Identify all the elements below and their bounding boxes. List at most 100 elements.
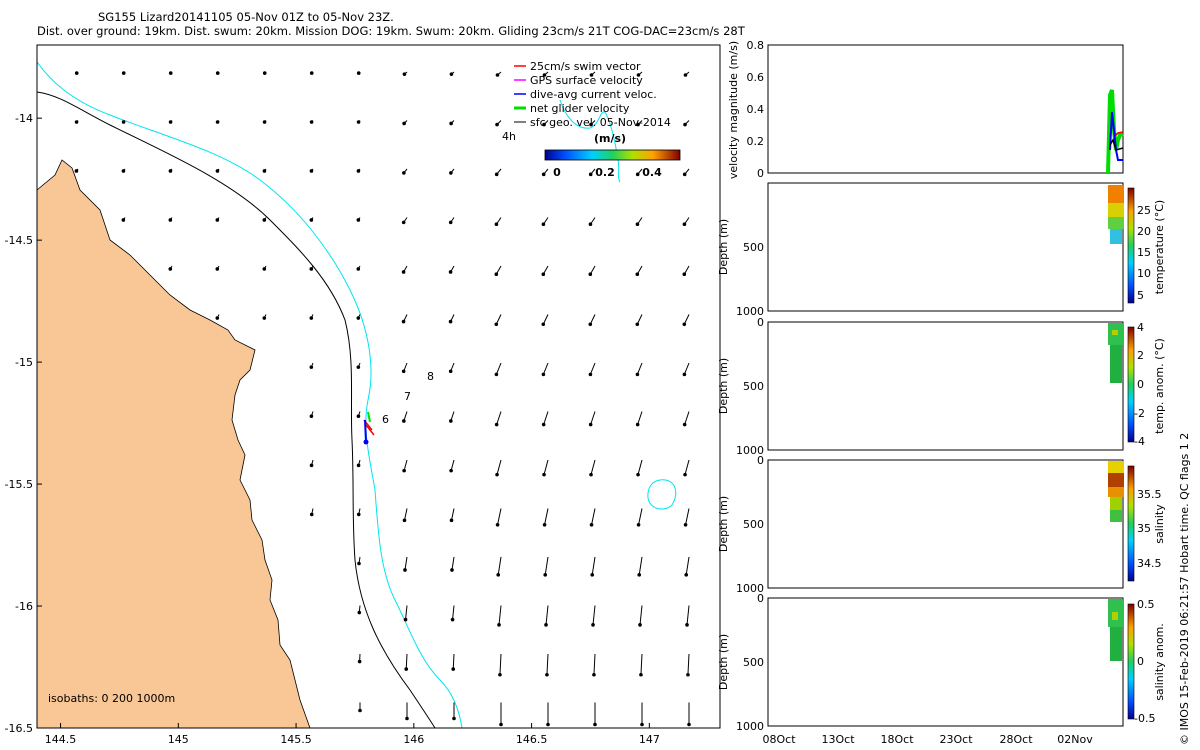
sal-anom-cbar-tick: 0: [1137, 655, 1144, 668]
velocity-arrow: [545, 605, 549, 625]
temp-anom-ytick: 1000: [736, 444, 764, 457]
temperature-ytick: 1000: [736, 305, 764, 318]
sal-anom-colorbar: [1127, 603, 1135, 720]
velocity-ylabel: velocity magnitude (m/s): [727, 41, 740, 179]
map-colorbar-label: (m/s): [594, 132, 626, 145]
velocity-arrow-head: [401, 270, 406, 274]
velocity-arrow-head: [541, 222, 546, 227]
temp-anom-cbar-label: temp. anom. (°C): [1153, 338, 1166, 434]
velocity-arrow-head: [683, 122, 687, 127]
velocity-arrow-head: [451, 667, 456, 671]
velocity-arrow-head: [168, 120, 173, 124]
velocity-arrow: [589, 362, 596, 375]
velocity-arrow-head: [541, 372, 546, 377]
velocity-arrow: [498, 605, 502, 625]
velocity-arrow-head: [682, 422, 687, 427]
velocity-arrow-head: [402, 72, 407, 76]
map-y-axis: -14 -14.5 -15 -15.5 -16 -16.5: [5, 112, 42, 735]
velocity-arrow: [496, 411, 502, 425]
velocity-arrow-head: [590, 573, 595, 577]
velocity-arrow-head: [495, 73, 500, 77]
velocity-arrow-head: [168, 218, 173, 222]
velocity-arrow-head: [356, 463, 361, 468]
velocity-arrow-head: [121, 120, 126, 124]
velocity-arrow-head: [495, 472, 499, 477]
velocity-arrow: [544, 556, 549, 575]
sal-anom-ytick: 0: [757, 592, 764, 605]
velocity-arrow-head: [450, 617, 455, 622]
map-colorbar: (m/s) 0 0.2 0.4: [544, 132, 681, 179]
velocity-arrow: [683, 314, 690, 325]
velocity-ytick: 0.6: [747, 71, 765, 84]
velocity-arrow: [639, 605, 643, 625]
velocity-arrow-head: [215, 267, 220, 271]
velocity-arrow-head: [357, 561, 361, 566]
velocity-arrow-head: [588, 172, 593, 177]
velocity-arrow-head: [589, 73, 594, 77]
velocity-arrow-head: [452, 716, 456, 721]
velocity-arrow-head: [402, 518, 407, 523]
temp-anom-spot: [1112, 330, 1118, 335]
temperature-cbar-tick: 25: [1137, 204, 1151, 217]
sal-anom-panel-frame: [767, 597, 1124, 727]
sal-anom-cbar-tick: 0.5: [1137, 598, 1155, 611]
velocity-arrow-head: [592, 672, 596, 677]
land-mass: [37, 159, 311, 728]
velocity-ytick: 0.4: [747, 103, 765, 116]
velocity-arrow-head: [262, 120, 267, 124]
map-x-tick-label: 146.5: [516, 733, 548, 746]
velocity-arrow-head: [640, 722, 644, 727]
velocity-arrow: [638, 508, 643, 525]
panels-x-axis: 08Oct 13Oct 18Oct 23Oct 28Oct 02Nov: [762, 733, 1093, 746]
velocity-arrow: [495, 314, 502, 325]
salinity-panel-frame: [767, 459, 1124, 589]
velocity-arrow-head: [636, 472, 640, 477]
velocity-arrow-head: [401, 369, 406, 374]
velocity-arrow: [684, 411, 690, 425]
velocity-arrow-head: [215, 169, 220, 173]
velocity-arrow: [404, 508, 408, 521]
velocity-arrow-head: [450, 568, 454, 572]
legend-swim-vector: 25cm/s swim vector: [530, 60, 641, 73]
temperature-colorbar: [1127, 187, 1135, 304]
velocity-arrow-head: [682, 372, 687, 377]
velocity-arrow-head: [448, 369, 453, 374]
velocity-arrow: [591, 508, 596, 525]
temperature-cbar-tick: 10: [1137, 267, 1151, 280]
velocity-arrow-head: [636, 522, 641, 527]
velocity-arrow: [497, 556, 502, 575]
velocity-arrow-head: [495, 122, 499, 127]
legend-gps-velocity: GPS surface velocity: [530, 74, 643, 87]
velocity-arrow-head: [356, 365, 361, 369]
velocity-panel-frame: [767, 44, 1124, 174]
velocity-arrow-head: [499, 722, 503, 727]
velocity-arrow-head: [589, 122, 593, 127]
velocity-arrow: [497, 508, 502, 525]
sal-anom-block: [1110, 627, 1122, 661]
velocity-arrow-head: [635, 422, 640, 427]
legend-net-glider: net glider velocity: [530, 102, 630, 115]
map-colorbar-gradient: [544, 149, 681, 161]
velocity-arrow-head: [356, 316, 361, 320]
temp-anom-cbar-tick: 2: [1137, 349, 1144, 362]
map-y-tick-label: -16.5: [5, 722, 33, 735]
velocity-arrow-head: [636, 73, 641, 77]
velocity-arrow-head: [636, 122, 640, 127]
copyright-note: © IMOS 15-Feb-2019 06:21:57 Hobart time.…: [1178, 432, 1191, 745]
isobath-1000: [37, 91, 436, 728]
velocity-arrow-head: [215, 218, 220, 222]
velocity-arrow-head: [637, 573, 642, 577]
velocity-arrow-head: [403, 568, 407, 572]
velocity-arrow: [591, 556, 596, 575]
velocity-arrow-head: [494, 422, 499, 427]
velocity-arrow-head: [356, 512, 361, 517]
velocity-arrow-head: [542, 472, 546, 477]
velocity-arrow-head: [498, 672, 502, 677]
isobath-200: [37, 61, 463, 728]
velocity-arrow-head: [448, 319, 453, 324]
velocity-arrow-head: [356, 169, 361, 173]
velocity-arrow-head: [448, 270, 453, 274]
temp-anom-ytick: 0: [757, 316, 764, 329]
velocity-arrow-head: [309, 316, 314, 320]
velocity-arrow-head: [682, 172, 687, 177]
